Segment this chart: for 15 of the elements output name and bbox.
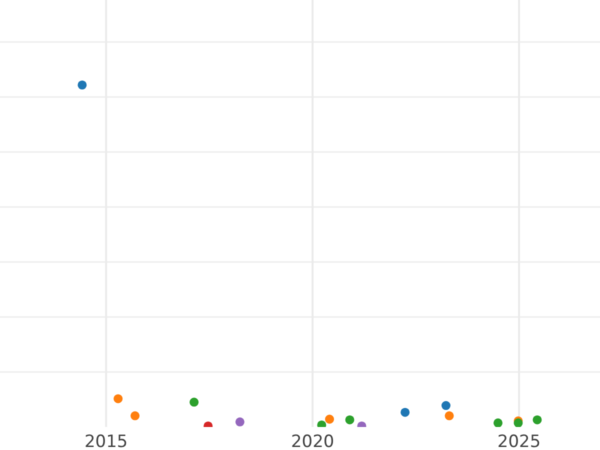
point — [441, 401, 450, 410]
point — [130, 411, 140, 420]
point — [190, 398, 199, 407]
point — [444, 411, 454, 420]
x-tick-label: 2020 — [290, 432, 334, 450]
x-tick-label: 2025 — [497, 432, 541, 450]
x-tick-label: 2015 — [84, 432, 128, 450]
point — [235, 417, 244, 426]
point — [400, 408, 410, 417]
point — [493, 418, 503, 427]
point — [345, 415, 354, 424]
point — [114, 394, 123, 404]
point — [325, 414, 334, 424]
point — [532, 415, 542, 424]
point — [78, 80, 87, 90]
